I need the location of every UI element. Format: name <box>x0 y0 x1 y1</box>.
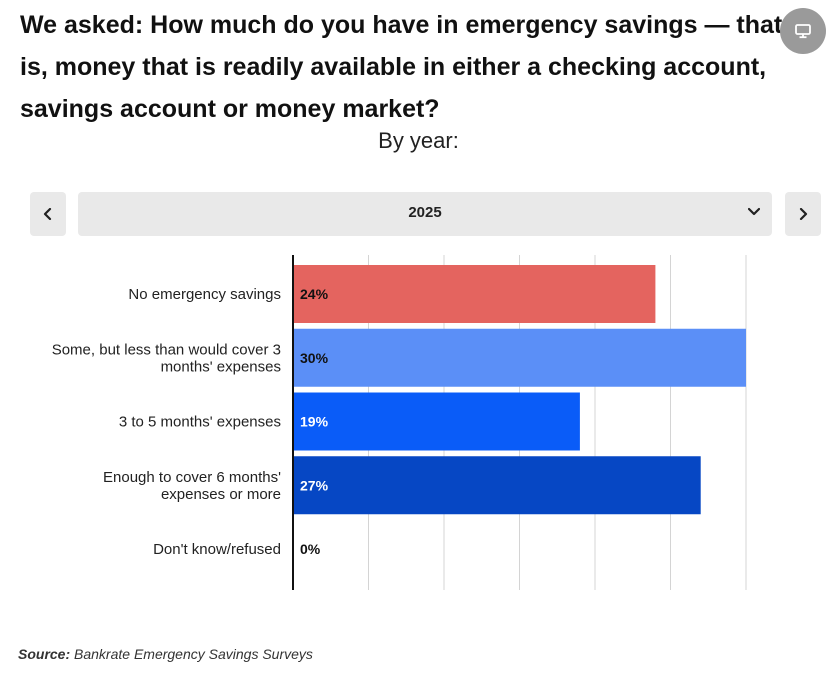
category-label: Don't know/refused <box>153 541 281 558</box>
bar-value-label: 0% <box>300 541 321 557</box>
bar-value-label: 30% <box>300 350 329 366</box>
category-label: Some, but less than would cover 3 <box>52 341 281 358</box>
bar-value-label: 27% <box>300 477 329 493</box>
category-label: Enough to cover 6 months' <box>103 469 281 486</box>
category-label: 3 to 5 months' expenses <box>119 414 281 431</box>
bar-value-label: 24% <box>300 286 329 302</box>
bar <box>293 265 656 323</box>
category-label: No emergency savings <box>128 286 281 303</box>
category-label: months' expenses <box>161 358 281 375</box>
chart-subtitle: By year: <box>378 128 459 153</box>
bar-chart: 24% No emergency savings 30% Some, but less… <box>52 255 747 590</box>
source-text: Bankrate Emergency Savings Surveys <box>74 646 313 662</box>
chevron-right-icon <box>799 208 808 220</box>
bar <box>293 392 580 451</box>
bar-value-label: 19% <box>300 414 329 430</box>
bar <box>293 328 746 387</box>
year-dropdown[interactable]: 2025 <box>78 192 772 236</box>
floating-action-button[interactable] <box>780 8 826 54</box>
next-year-button[interactable] <box>785 192 821 236</box>
source-note: Source: Bankrate Emergency Savings Surve… <box>18 646 313 662</box>
source-label: Source: <box>18 646 71 662</box>
selected-year-label: 2025 <box>408 204 442 221</box>
previous-year-button[interactable] <box>30 192 66 236</box>
chart-title: We asked: How much do you have in emerge… <box>20 11 783 123</box>
chevron-left-icon <box>43 208 52 220</box>
category-label: expenses or more <box>161 486 281 503</box>
bar <box>293 456 701 515</box>
chevron-down-icon <box>748 207 760 216</box>
monitor-icon <box>795 24 811 39</box>
